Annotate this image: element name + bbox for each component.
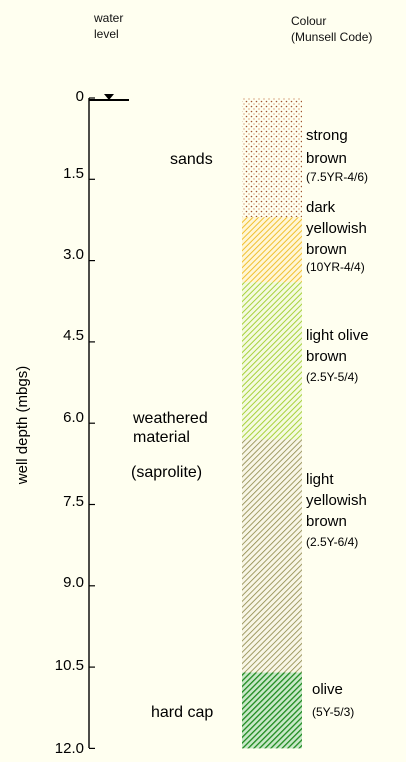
tick-label: 4.5 [63, 327, 84, 344]
water-table-triangle-icon [104, 94, 114, 100]
tick-label: 10.5 [54, 657, 84, 674]
munsell-code: (2.5Y-6/4) [306, 535, 359, 549]
colour-header-line: (Munsell Code) [291, 30, 373, 44]
tick-label: 1.5 [63, 165, 84, 182]
colour-unit-label: dark yellowish brown (10YR-4/4) [306, 197, 367, 275]
colour-unit-label: strong brown (7.5YR-4/6) [306, 122, 368, 185]
munsell-code: (10YR-4/4) [306, 260, 365, 274]
munsell-code: (7.5YR-4/6) [306, 170, 369, 184]
tick-label: 7.5 [63, 493, 84, 510]
colour-name: brown [306, 241, 347, 258]
colour-name: yellowish [306, 492, 367, 509]
lithology-hard-cap: hard cap [151, 704, 214, 721]
colour-unit-4 [242, 672, 302, 749]
water-level-header-line: water [94, 11, 124, 25]
lithology-line: material [133, 429, 190, 446]
colour-unit-0 [242, 98, 302, 218]
colour-unit-label: olive (5Y-5/3) [312, 679, 354, 720]
colour-name: yellowish [306, 220, 367, 237]
colour-unit-label: light yellowish brown (2.5Y-6/4) [306, 469, 367, 550]
colour-name: light olive [306, 327, 369, 344]
colour-column [242, 98, 302, 749]
colour-name: light [306, 471, 334, 488]
colour-name: brown [306, 513, 347, 530]
colour-name: strong [306, 127, 348, 144]
colour-name: olive [312, 681, 343, 698]
colour-header: Colour (Munsell Code) [291, 13, 372, 45]
lithology-line: weathered [133, 410, 208, 427]
munsell-code: (5Y-5/3) [312, 705, 355, 719]
lithology-weathered-material: weathered material [133, 409, 208, 447]
tick-label: 0 [75, 88, 84, 105]
tick-label: 6.0 [63, 409, 84, 426]
colour-name: dark [306, 199, 336, 216]
lithology-sands: sands [170, 151, 213, 168]
colour-unit-3 [242, 439, 302, 673]
tick-label: 9.0 [63, 574, 84, 591]
water-level-header: water level [94, 10, 123, 42]
colour-name: brown [306, 150, 347, 167]
colour-unit-2 [242, 282, 302, 440]
tick-label: 12.0 [54, 740, 84, 757]
colour-header-line: Colour [291, 14, 327, 28]
water-level-header-line: level [94, 27, 119, 41]
lithology-saprolite: (saprolite) [131, 464, 203, 481]
munsell-code: (2.5Y-5/4) [306, 370, 359, 384]
colour-name: brown [306, 348, 347, 365]
colour-unit-1 [242, 217, 302, 283]
axis-ticks [89, 97, 95, 750]
colour-unit-label: light olive brown (2.5Y-5/4) [306, 325, 369, 385]
tick-label: 3.0 [63, 246, 84, 263]
